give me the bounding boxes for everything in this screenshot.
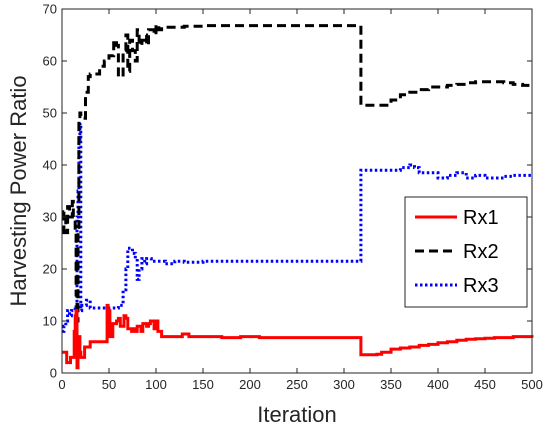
x-tick-label: 300 xyxy=(333,377,355,392)
y-tick-label: 60 xyxy=(43,54,57,69)
x-axis: 0 50 100 150 200 250 300 350 400 450 500 xyxy=(58,9,543,392)
x-tick-label: 250 xyxy=(286,377,308,392)
y-tick-label: 10 xyxy=(43,314,57,329)
y-tick-label: 0 xyxy=(50,366,57,381)
legend-box xyxy=(404,196,528,308)
series-line-rx3 xyxy=(62,121,532,333)
y-tick-label: 50 xyxy=(43,106,57,121)
y-tick-label: 70 xyxy=(43,2,57,17)
y-tick-label: 40 xyxy=(43,158,57,173)
legend-label-rx2: Rx2 xyxy=(463,241,499,263)
x-tick-label: 150 xyxy=(192,377,214,392)
series-line-rx2 xyxy=(62,23,534,323)
y-axis: 0 10 20 30 40 50 60 70 xyxy=(43,2,532,381)
x-axis-label: Iteration xyxy=(257,402,337,427)
legend: Rx1 Rx2 Rx3 xyxy=(404,196,528,308)
x-tick-label: 0 xyxy=(58,377,65,392)
y-tick-label: 20 xyxy=(43,262,57,277)
y-axis-label: Harvesting Power Ratio xyxy=(6,75,31,306)
legend-label-rx1: Rx1 xyxy=(463,207,499,229)
x-tick-label: 400 xyxy=(427,377,449,392)
plot-area xyxy=(62,9,532,373)
x-tick-label: 350 xyxy=(380,377,402,392)
x-tick-label: 450 xyxy=(474,377,496,392)
series-line-rx1 xyxy=(62,303,534,370)
y-tick-label: 30 xyxy=(43,210,57,225)
x-tick-label: 100 xyxy=(145,377,167,392)
series-layer xyxy=(62,23,534,370)
x-tick-label: 200 xyxy=(239,377,261,392)
legend-label-rx3: Rx3 xyxy=(463,275,499,297)
x-tick-label: 500 xyxy=(521,377,543,392)
x-tick-label: 50 xyxy=(102,377,116,392)
